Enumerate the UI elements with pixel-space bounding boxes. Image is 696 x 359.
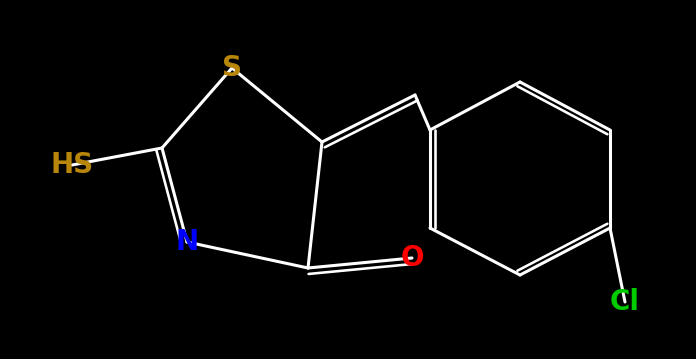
Text: N: N (175, 228, 198, 256)
Text: HS: HS (50, 151, 93, 179)
Text: S: S (222, 54, 242, 82)
Text: O: O (400, 244, 424, 272)
Text: Cl: Cl (610, 288, 640, 316)
